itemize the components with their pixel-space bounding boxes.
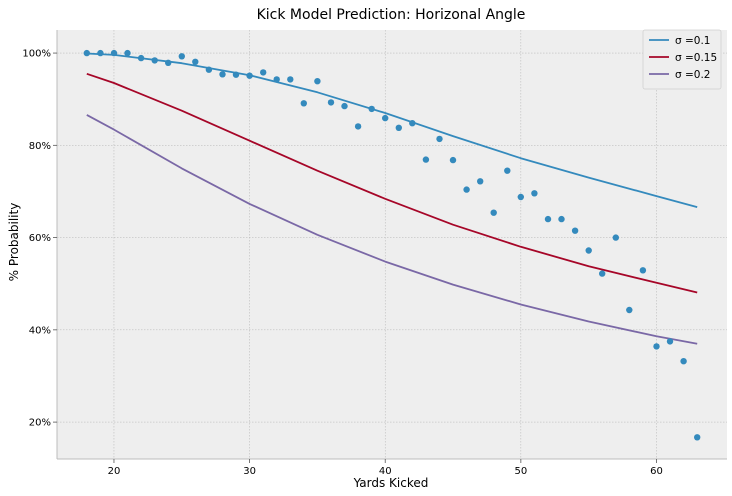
data-point <box>219 71 226 78</box>
data-point <box>585 247 592 254</box>
data-point <box>436 135 443 143</box>
legend-entry: σ =0.15 <box>675 52 717 64</box>
data-point <box>504 167 511 174</box>
data-point <box>653 343 660 350</box>
data-point <box>151 57 158 64</box>
data-point <box>680 358 687 365</box>
data-point <box>260 69 267 76</box>
series-lines <box>86 52 698 345</box>
data-point <box>571 227 579 234</box>
axis-frame <box>56 30 727 460</box>
data-point <box>517 193 524 201</box>
data-point <box>395 124 402 131</box>
x-tick-label: 40 <box>379 466 392 477</box>
data-point <box>205 66 213 73</box>
data-point <box>490 209 497 216</box>
data-point <box>124 49 131 57</box>
data-point <box>165 59 172 66</box>
data-point <box>544 215 552 223</box>
data-point <box>694 434 701 441</box>
y-axis-label: % Probability <box>7 203 21 282</box>
data-point <box>97 49 104 57</box>
y-tick-label: 100% <box>22 49 51 60</box>
data-point <box>192 58 199 65</box>
data-point <box>558 215 565 223</box>
legend-entry: σ =0.1 <box>675 35 711 47</box>
series-line-1 <box>86 52 698 208</box>
data-point <box>368 105 375 113</box>
data-point <box>341 102 348 110</box>
y-tick-label: 60% <box>29 233 51 244</box>
x-tick-label: 50 <box>514 466 527 477</box>
data-point <box>273 76 280 83</box>
data-point <box>232 71 240 78</box>
x-tick-label: 30 <box>243 466 256 477</box>
data-point <box>83 49 91 57</box>
data-point <box>382 114 389 122</box>
data-point <box>599 270 606 277</box>
data-point <box>449 156 457 164</box>
chart-title: Kick Model Prediction: Horizonal Angle <box>257 7 526 23</box>
data-point <box>246 72 253 79</box>
data-point <box>477 178 484 185</box>
data-point <box>137 54 145 62</box>
data-point <box>612 234 619 241</box>
data-point <box>666 338 674 345</box>
data-point <box>626 306 633 314</box>
legend: σ =0.1 σ =0.15 σ =0.2 <box>642 29 722 90</box>
x-axis-label: Yards Kicked <box>353 476 429 490</box>
y-ticks: 20% 40% 60% 80% 100% <box>22 49 57 429</box>
series-line-2 <box>86 72 698 294</box>
data-point <box>409 120 416 127</box>
data-point <box>110 49 118 57</box>
plot-area <box>57 30 727 459</box>
y-tick-label: 40% <box>29 325 51 336</box>
legend-entry: σ =0.2 <box>675 69 711 81</box>
x-tick-label: 20 <box>108 466 121 477</box>
series-line-3 <box>86 114 698 345</box>
x-tick-label: 60 <box>650 466 663 477</box>
data-point <box>422 156 430 163</box>
data-point <box>639 267 647 274</box>
observed-points <box>83 49 701 441</box>
data-point <box>314 78 321 85</box>
data-point <box>327 99 335 106</box>
data-point <box>463 186 470 193</box>
data-point <box>178 53 185 60</box>
data-point <box>287 76 294 83</box>
data-point <box>354 123 362 130</box>
y-tick-label: 80% <box>29 141 51 152</box>
data-point <box>531 190 538 197</box>
y-tick-label: 20% <box>29 418 51 429</box>
x-ticks: 20 30 40 50 60 <box>108 459 663 477</box>
data-point <box>300 100 307 107</box>
